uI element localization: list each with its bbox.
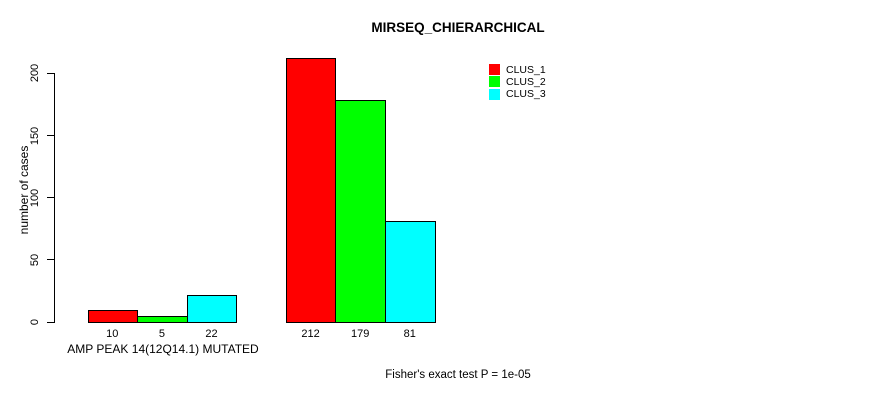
y-tick xyxy=(47,72,55,74)
legend-swatch-clus_3 xyxy=(489,88,500,100)
y-tick-label: 0 xyxy=(29,318,41,326)
y-tick-label: 100 xyxy=(29,188,41,207)
bar-clus_1-group2 xyxy=(285,58,337,323)
x-axis-label: AMP PEAK 14(12Q14.1) MUTATED xyxy=(67,342,259,356)
legend-label: CLUS_3 xyxy=(506,88,546,101)
bar-clus_2-group1 xyxy=(137,315,188,323)
legend-item-clus_3: CLUS_3 xyxy=(489,88,546,101)
bar-value-label: 81 xyxy=(403,327,416,340)
bar-value-label: 22 xyxy=(205,327,218,340)
bar-value-label: 179 xyxy=(351,327,370,340)
legend-item-clus_2: CLUS_2 xyxy=(489,75,546,88)
bar-value-label: 212 xyxy=(301,327,320,340)
legend-swatch-clus_2 xyxy=(489,76,500,88)
y-tick xyxy=(47,197,55,199)
bar-value-label: 5 xyxy=(158,327,165,340)
bar-clus_3-group2 xyxy=(385,221,436,323)
bar-clus_3-group1 xyxy=(186,294,238,323)
legend: CLUS_1 CLUS_2 CLUS_3 xyxy=(489,64,546,100)
bar-value-label: 10 xyxy=(106,327,119,340)
legend-label: CLUS_2 xyxy=(506,75,546,88)
legend-label: CLUS_1 xyxy=(506,63,546,76)
bar-clus_2-group2 xyxy=(335,99,386,323)
y-tick xyxy=(47,259,55,261)
statistical-test-note: Fisher's exact test P = 1e-05 xyxy=(385,369,531,381)
y-tick-label: 50 xyxy=(29,253,41,266)
chart-title: MIRSEQ_CHIERARCHICAL xyxy=(371,20,545,35)
y-tick-label: 150 xyxy=(29,126,41,145)
bar-clus_1-group1 xyxy=(87,309,139,323)
y-tick-label: 200 xyxy=(29,64,41,83)
y-tick xyxy=(47,135,55,137)
y-axis-line xyxy=(54,73,56,323)
legend-item-clus_1: CLUS_1 xyxy=(489,63,546,76)
y-tick xyxy=(47,321,55,323)
legend-swatch-clus_1 xyxy=(489,64,500,75)
